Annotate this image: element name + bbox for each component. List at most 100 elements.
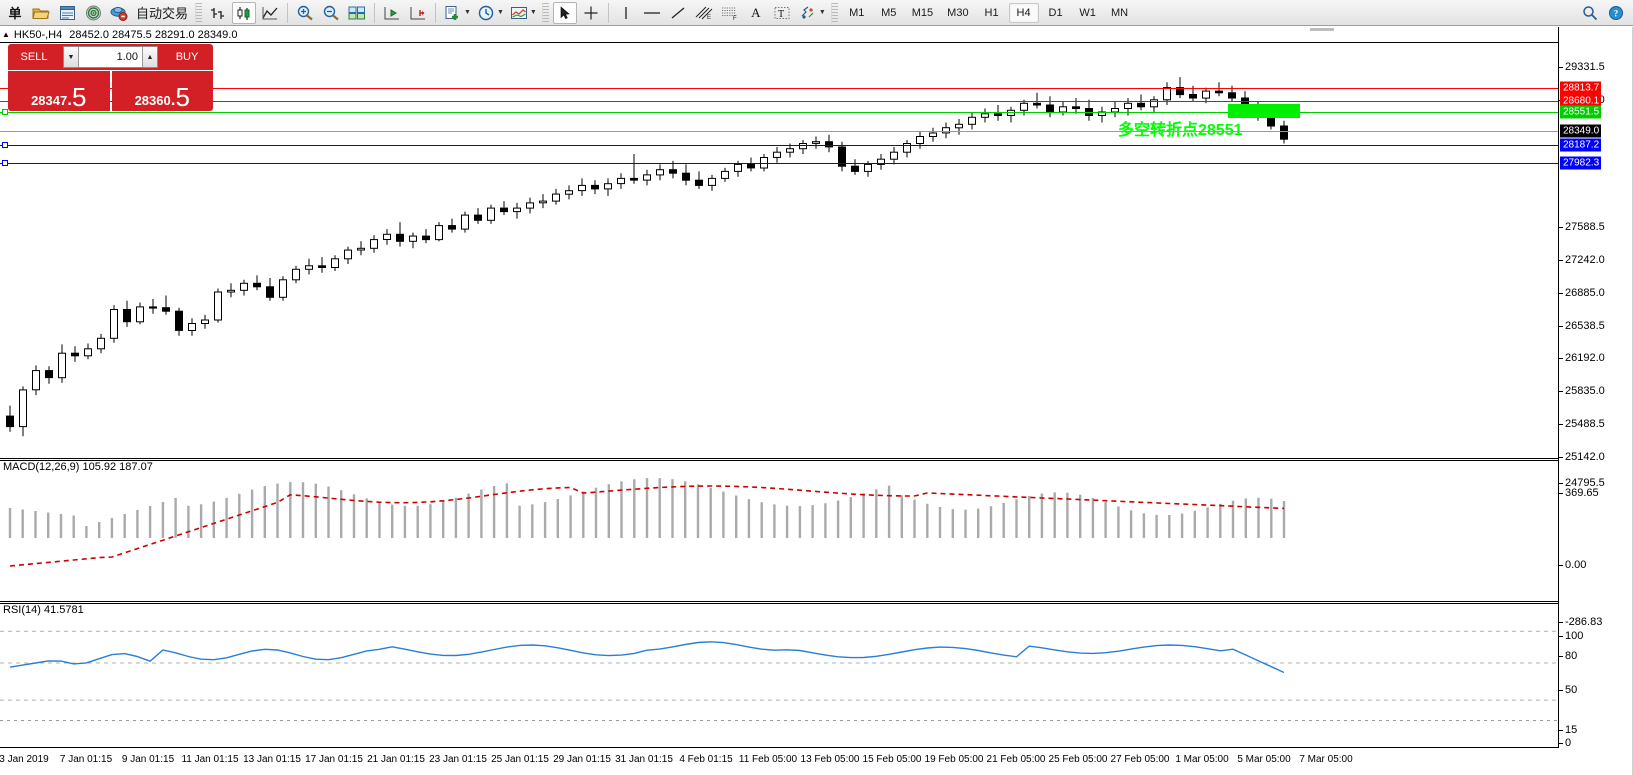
y-tick-rsi: 50 [1558,684,1578,696]
level-handle-28551[interactable] [2,109,8,115]
level-handle-27982[interactable] [2,160,8,166]
level-line-28551 [0,112,1558,113]
tab-timeframe-m30[interactable]: M30 [947,6,969,19]
tab-timeframe-h1[interactable]: H1 [984,6,999,19]
text-icon[interactable]: A [751,4,761,20]
macd-pane [0,461,1558,601]
x-tick-label: 9 Jan 01:15 [121,754,175,765]
crosshair-icon[interactable] [579,2,603,24]
horizontal-scrollbar-thumb[interactable] [1310,28,1334,31]
templates-icon[interactable] [441,2,465,24]
tab-timeframe-d1[interactable]: D1 [1048,6,1063,19]
buy-price[interactable]: 28360 . 5 [111,71,213,111]
auto-scroll-icon[interactable] [406,2,430,24]
y-tick-price: 26885.0 [1559,287,1605,299]
price-label-resistance[interactable]: 28813.7 [1560,81,1602,95]
tab-timeframe-m5[interactable]: M5 [881,6,897,19]
buy-price-integer: 28360 [134,93,171,108]
search-icon[interactable] [1578,2,1602,24]
templates-dropdown-caret[interactable]: ▼ [464,9,471,16]
y-axis[interactable]: 29331.528985.027588.527242.026885.026538… [1558,27,1633,749]
y-tick-price: 26192.0 [1559,352,1605,364]
new-order-icon[interactable]: 单 [8,6,22,21]
horizontal-line-icon[interactable] [640,2,664,24]
price-label-pivot[interactable]: 28551.5 [1560,105,1602,119]
chart-shift-icon[interactable] [380,2,404,24]
tab-timeframe-m1[interactable]: M1 [849,6,865,19]
toolbar-divider [287,2,289,23]
volume-input[interactable]: 1.00 [116,51,138,63]
indicators-dropdown-caret[interactable]: ▼ [529,9,537,16]
sell-button[interactable]: SELL [8,44,60,70]
y-tick-price: 25142.0 [1559,451,1605,463]
price-label-resistance[interactable]: 28680.1 [1560,94,1602,108]
tab-timeframe-h4[interactable]: H4 [1008,2,1039,23]
toolbar-grip-3 [830,2,838,23]
x-tick-label: 11 Feb 05:00 [738,754,798,765]
price-label-support[interactable]: 27982.3 [1560,156,1602,170]
tab-timeframe-mn[interactable]: MN [1111,6,1129,19]
y-tick-price: 29331.5 [1559,61,1605,73]
objects-list-icon[interactable] [796,2,820,24]
text-label-icon[interactable]: T [770,2,794,24]
toolbar-grip [195,2,203,23]
signal-icon[interactable] [81,2,105,24]
x-tick-label: 11 Jan 01:15 [181,754,239,765]
sell-price[interactable]: 28347 . 5 [8,71,110,111]
help-icon[interactable]: ? [1604,2,1628,24]
y-tick-macd: 369.65 [1559,487,1599,499]
y-tick-price: 27588.5 [1559,221,1605,233]
triangle-up-icon[interactable]: ▲ [2,30,10,39]
main-toolbar: 单 [0,0,1633,26]
x-axis-dashline [0,720,1558,721]
equidistant-channel-icon[interactable]: E [692,2,716,24]
price-label-support[interactable]: 28187.2 [1560,138,1602,152]
periods-dropdown-caret[interactable]: ▼ [496,9,504,16]
sell-price-integer: 28347 [31,93,68,108]
zoom-in-icon[interactable] [293,2,317,24]
fibonacci-retracement-icon[interactable]: F [718,2,742,24]
level-line-28680 [0,101,1558,102]
y-tick-rsi: 100 [1558,630,1584,642]
buy-button[interactable]: BUY [161,44,213,70]
chart-annotation[interactable]: 多空转折点28551 [1118,122,1243,139]
y-tick-macd: 0.00 [1558,559,1587,571]
x-tick-label: 4 Feb 01:15 [679,754,733,765]
volume-stepper[interactable]: ▼ 1.00 ▲ [60,44,161,70]
rsi-pane-top-border [0,601,1558,602]
x-tick-label: 25 Jan 01:15 [491,754,549,765]
expert-advisor-icon[interactable] [107,2,131,24]
objects-dropdown-caret[interactable]: ▼ [818,9,826,16]
level-handle-28187[interactable] [2,142,8,148]
cursor-icon[interactable] [552,1,577,24]
y-tick-price: 25488.5 [1559,418,1605,430]
rsi-pane-top-border-2 [0,603,1558,604]
price-candles [6,77,1288,437]
level-line-28349 [0,131,1558,132]
volume-decrease-button[interactable]: ▼ [64,47,79,67]
y-tick-price: 25835.0 [1559,385,1605,397]
vertical-line-icon[interactable] [614,2,638,24]
candlestick-chart-icon[interactable] [232,1,257,24]
sell-price-dot: . [67,90,72,109]
zoom-out-icon[interactable] [319,2,343,24]
autotrading-label[interactable]: 自动交易 [136,6,189,21]
tile-windows-icon[interactable] [345,2,369,24]
y-tick-rsi: 0 [1558,737,1572,749]
volume-increase-button[interactable]: ▲ [142,47,157,67]
tab-timeframe-m15[interactable]: M15 [911,6,934,19]
x-tick-label: 15 Feb 05:00 [862,754,922,765]
bar-chart-icon[interactable] [206,2,230,24]
line-chart-icon[interactable] [258,2,282,24]
chart-top-border [0,42,1558,43]
trendline-icon[interactable] [666,2,690,24]
indicators-icon[interactable] [507,2,531,24]
chart-symbol-label: HK50-,H4 [13,28,63,41]
folder-icon[interactable] [29,2,53,24]
price-label-last[interactable]: 28349.0 [1560,124,1602,138]
sell-price-fraction: 5 [71,81,87,112]
tab-timeframe-w1[interactable]: W1 [1079,6,1096,19]
periods-icon[interactable] [474,2,498,24]
data-window-icon[interactable] [55,2,79,24]
y-tick-price: 26538.5 [1559,320,1605,332]
